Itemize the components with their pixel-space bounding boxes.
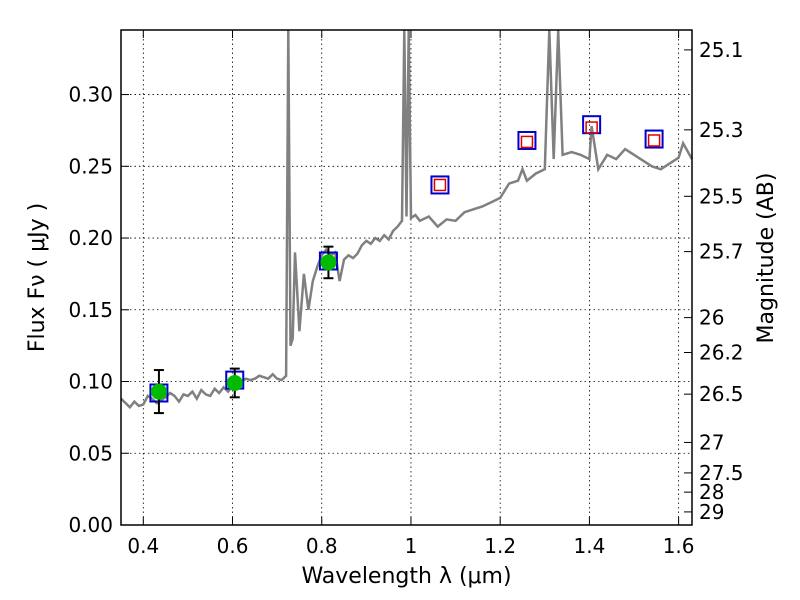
upper-limit-marker bbox=[520, 135, 534, 149]
x-axis-label: Wavelength λ (μm) bbox=[301, 564, 511, 589]
y2-tick-label: 25.5 bbox=[699, 184, 744, 208]
detection-point bbox=[226, 374, 243, 391]
x-tick-label: 0.6 bbox=[217, 534, 249, 558]
x-tick-label: 1.2 bbox=[484, 534, 516, 558]
y2-tick-label: 29 bbox=[699, 500, 724, 524]
y2-tick-label: 27 bbox=[699, 430, 724, 454]
detection-point bbox=[150, 383, 167, 400]
x-tick-label: 1.6 bbox=[663, 534, 695, 558]
upper-limit-marker bbox=[433, 178, 447, 192]
y2-axis-label: Magnitude (AB) bbox=[754, 173, 779, 344]
x-tick-label: 0.8 bbox=[306, 534, 338, 558]
y-tick-label: 0.20 bbox=[68, 226, 113, 250]
x-tick-label: 1.4 bbox=[573, 534, 605, 558]
x-tick-label: 0.4 bbox=[127, 534, 159, 558]
plot-frame bbox=[120, 29, 693, 526]
model-photometry-box bbox=[517, 130, 537, 150]
x-tick-label: 1 bbox=[405, 534, 418, 558]
photometry-markers bbox=[149, 115, 664, 415]
y2-tick-label: 26.2 bbox=[699, 341, 744, 365]
y2-tick-label: 25.7 bbox=[699, 240, 744, 264]
y2-tick-label: 27.5 bbox=[699, 461, 744, 485]
upper-limit-marker bbox=[585, 121, 598, 134]
y2-tick-label: 25.3 bbox=[699, 118, 744, 142]
y-tick-label: 0.05 bbox=[68, 441, 113, 465]
y-tick-label: 0.15 bbox=[68, 298, 113, 322]
spectrum-line bbox=[120, 29, 694, 410]
grid-lines bbox=[121, 30, 692, 526]
axis-ticks: 0.4 0.6 0.8 1 1.2 1.4 1.6 0.00 0.05 0.10 0.15 0.20 0… bbox=[68, 30, 744, 558]
y2-tick-label: 25.1 bbox=[699, 38, 744, 62]
model-photometry-box bbox=[430, 175, 450, 195]
model-photometry-box bbox=[644, 129, 664, 149]
y-tick-label: 0.30 bbox=[68, 83, 113, 107]
y-tick-label: 0.25 bbox=[68, 154, 113, 178]
detection-point bbox=[320, 254, 337, 271]
y-tick-label: 0.10 bbox=[68, 370, 113, 394]
y2-tick-label: 26.5 bbox=[699, 382, 744, 406]
y-axis-label: Flux Fν ( μJy ) bbox=[25, 203, 50, 352]
y2-tick-label: 28 bbox=[699, 480, 724, 504]
y-tick-label: 0.00 bbox=[68, 513, 113, 537]
upper-limit-marker bbox=[647, 134, 661, 147]
y2-tick-label: 26 bbox=[699, 306, 724, 330]
